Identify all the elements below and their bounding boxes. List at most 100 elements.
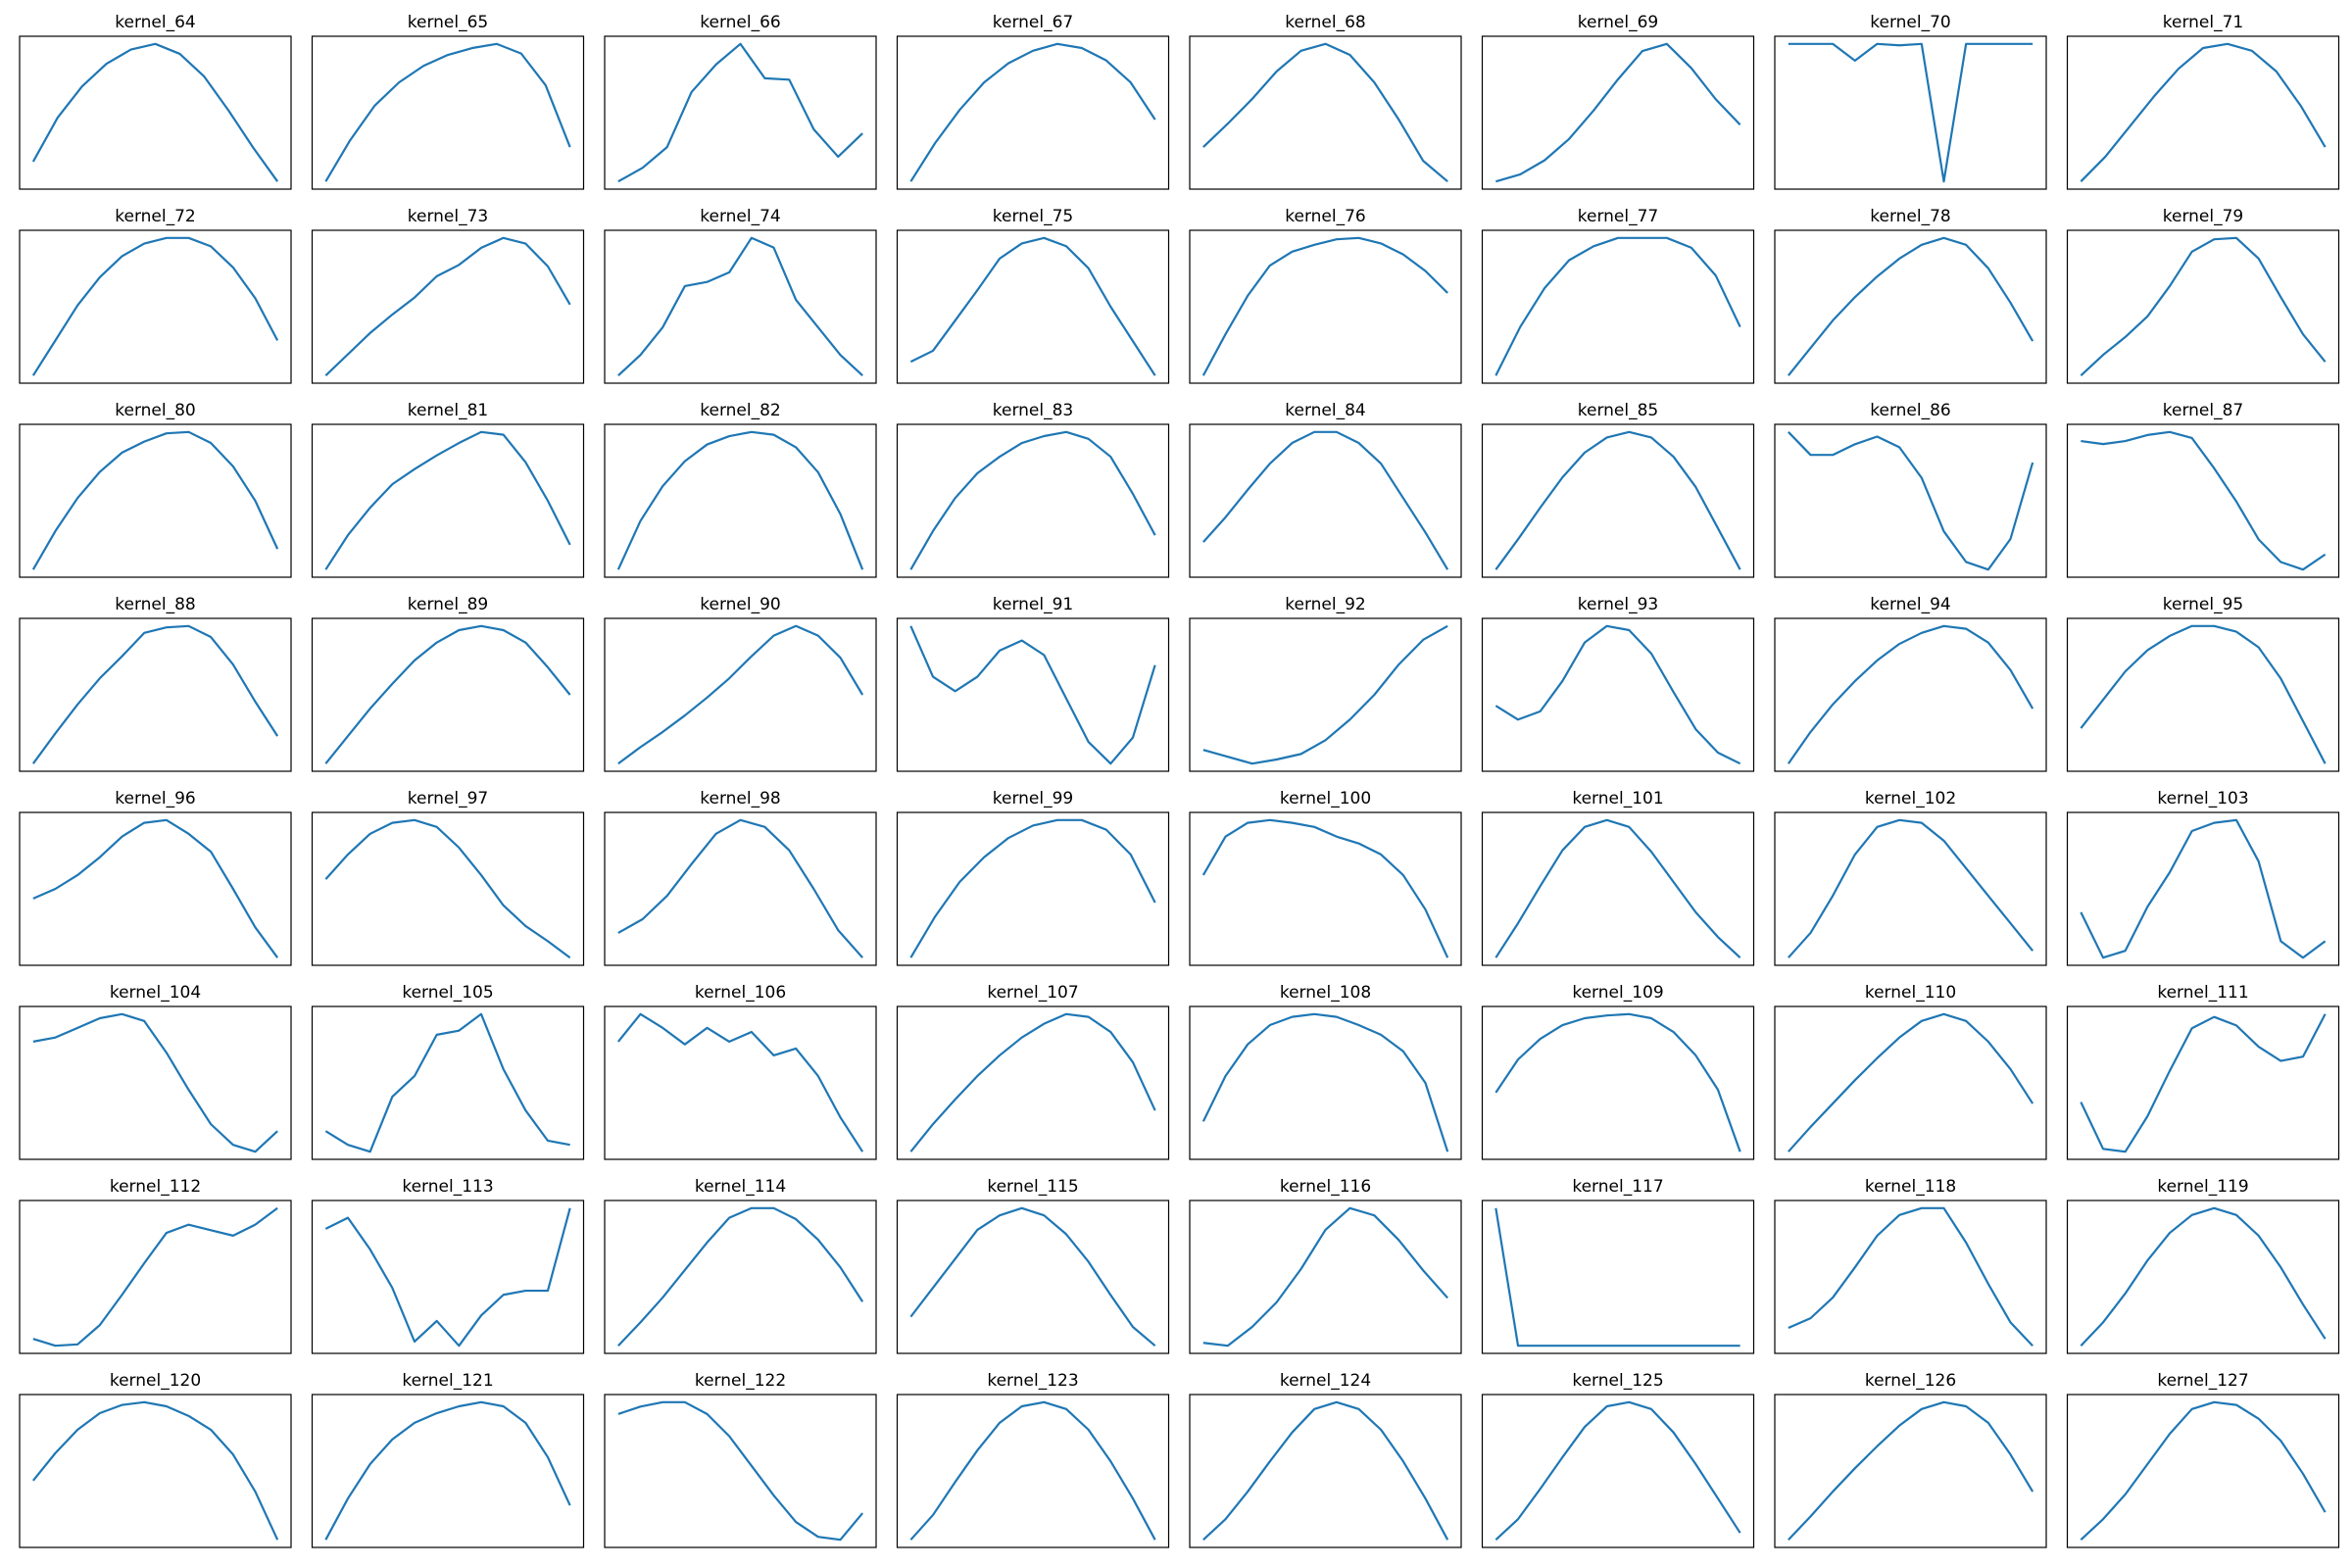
series-line — [324, 1207, 571, 1348]
series-line — [31, 42, 279, 182]
subplot-title: kernel_73 — [408, 207, 488, 226]
series-line — [617, 818, 863, 958]
series-line — [1788, 818, 2034, 958]
plot-frame — [1189, 811, 1462, 966]
series-line — [1202, 624, 1448, 765]
series-line — [909, 430, 1156, 570]
subplot-title: kernel_95 — [2163, 595, 2243, 614]
series-line — [909, 625, 1156, 765]
subplot-title: kernel_122 — [695, 1371, 786, 1391]
plot-frame — [311, 35, 585, 190]
series-line — [1787, 624, 2034, 764]
series-line — [617, 1206, 864, 1347]
subplot-title: kernel_124 — [1280, 1371, 1371, 1391]
plot-frame — [1189, 423, 1462, 578]
subplot-title: kernel_117 — [1572, 1177, 1663, 1197]
subplot-title: kernel_81 — [408, 401, 488, 420]
series-line — [2080, 236, 2327, 377]
subplot-title: kernel_69 — [1578, 13, 1658, 32]
subplot-title: kernel_85 — [1578, 401, 1658, 420]
series-line — [324, 430, 571, 570]
series-line — [32, 818, 279, 958]
series-line — [1788, 42, 2034, 183]
series-line — [31, 1400, 279, 1541]
series-line — [909, 1012, 1156, 1152]
series-line — [1201, 1012, 1449, 1152]
plot-frame — [19, 1200, 292, 1354]
series-line — [324, 1012, 570, 1153]
series-line — [617, 624, 864, 765]
plot-frame — [1481, 1394, 1755, 1548]
subplot-title: kernel_96 — [115, 789, 195, 808]
plot-frame — [604, 1394, 877, 1548]
plot-frame — [1774, 423, 2047, 578]
series-line — [1494, 430, 1741, 570]
plot-frame — [1774, 35, 2047, 190]
series-line — [617, 236, 863, 377]
subplot-title: kernel_101 — [1572, 789, 1663, 808]
plot-frame — [604, 811, 877, 966]
subplot-title: kernel_125 — [1572, 1371, 1663, 1391]
subplot-title: kernel_109 — [1572, 983, 1663, 1003]
subplot-title: kernel_116 — [1280, 1177, 1371, 1197]
plot-frame — [1481, 1005, 1755, 1160]
plot-frame — [896, 617, 1170, 772]
plot-frame — [2066, 1394, 2340, 1548]
series-line — [1494, 1207, 1740, 1348]
plot-frame — [896, 1005, 1170, 1160]
plot-frame — [1774, 811, 2047, 966]
plot-frame — [311, 229, 585, 384]
series-line — [1202, 430, 1449, 570]
subplot-title: kernel_90 — [700, 595, 780, 614]
plot-frame — [19, 1394, 292, 1548]
series-line — [324, 624, 571, 764]
plot-frame — [1189, 1200, 1462, 1354]
series-line — [1201, 236, 1448, 376]
plot-frame — [1189, 617, 1462, 772]
subplot-title: kernel_103 — [2157, 789, 2248, 808]
plot-frame — [896, 423, 1170, 578]
plot-frame — [1481, 617, 1755, 772]
subplot-title: kernel_113 — [402, 1177, 493, 1197]
series-line — [2081, 430, 2327, 571]
plot-frame — [2066, 1200, 2340, 1354]
plot-frame — [19, 1005, 292, 1160]
plot-frame — [2066, 811, 2340, 966]
series-line — [1201, 818, 1449, 958]
plot-frame — [1189, 1394, 1462, 1548]
plot-frame — [1774, 617, 2047, 772]
subplot-title: kernel_70 — [1870, 13, 1950, 32]
subplot-title: kernel_119 — [2157, 1177, 2248, 1197]
subplot-title: kernel_93 — [1578, 595, 1658, 614]
plot-frame — [311, 1394, 585, 1548]
subplot-title: kernel_94 — [1870, 595, 1950, 614]
subplot-title: kernel_106 — [695, 983, 786, 1003]
subplot-title: kernel_110 — [1865, 983, 1956, 1003]
series-line — [909, 818, 1156, 958]
plot-frame — [604, 423, 877, 578]
subplot-title: kernel_123 — [987, 1371, 1078, 1391]
series-line — [324, 818, 571, 959]
series-line — [1787, 236, 2034, 376]
subplot-title: kernel_127 — [2157, 1371, 2248, 1391]
subplot-title: kernel_78 — [1870, 207, 1950, 226]
subplot-title: kernel_82 — [700, 401, 780, 420]
subplot-title: kernel_64 — [115, 13, 195, 32]
subplot-title: kernel_75 — [993, 207, 1073, 226]
plot-frame — [896, 229, 1170, 384]
plot-frame — [2066, 617, 2340, 772]
subplot-title: kernel_74 — [700, 207, 780, 226]
plot-frame — [1774, 1005, 2047, 1160]
series-line — [617, 1400, 863, 1542]
series-line — [909, 1400, 1156, 1541]
plot-frame — [896, 35, 1170, 190]
plot-frame — [311, 423, 585, 578]
series-line — [1202, 1400, 1449, 1542]
subplot-title: kernel_79 — [2163, 207, 2243, 226]
series-line — [1494, 236, 1741, 376]
plot-frame — [1189, 1005, 1462, 1160]
subplot-title: kernel_99 — [993, 789, 1073, 808]
series-line — [2080, 818, 2327, 959]
series-line — [1788, 1012, 2034, 1152]
series-line — [324, 1400, 571, 1541]
